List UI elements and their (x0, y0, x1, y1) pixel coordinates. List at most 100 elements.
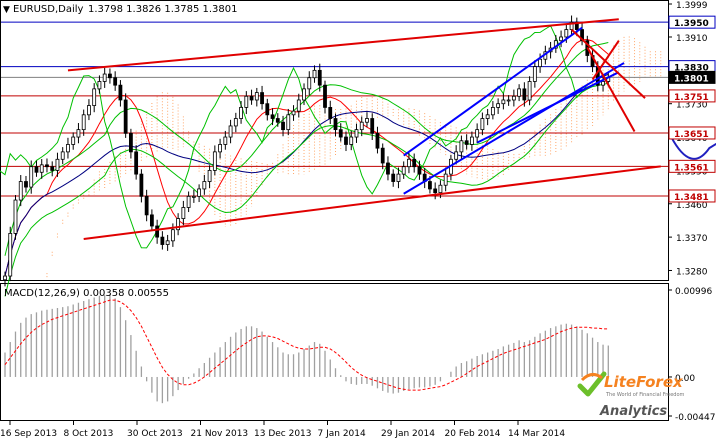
candle-body (396, 173, 401, 182)
candle-body (338, 129, 343, 138)
candle-body (265, 103, 270, 116)
candle-body (323, 84, 327, 108)
candle-body (134, 151, 139, 175)
candle-body (270, 114, 275, 119)
forecast-red-down-2 (586, 46, 636, 132)
candle-body (92, 88, 97, 106)
candle-body (302, 88, 306, 101)
price-pane-frame (0, 0, 669, 281)
candle-body (386, 162, 390, 175)
candle-body (3, 275, 7, 281)
time-tick-label: 7 Jan 2014 (318, 429, 366, 439)
forecast-arrow (670, 136, 716, 160)
candle-body (149, 214, 154, 227)
level-label: 1.3481 (674, 193, 709, 203)
logo-sub: Analytics (599, 404, 667, 419)
candle-body (254, 92, 259, 101)
blue-channel-mid (476, 71, 620, 144)
candle-body (113, 77, 118, 86)
trend-annotations (67, 18, 716, 240)
candle-body (506, 99, 511, 102)
candle-body (66, 144, 70, 153)
level-label-box (668, 89, 716, 103)
time-tick-label: 29 Jan 2014 (381, 429, 435, 439)
logo-mark-icon (577, 371, 607, 397)
tenkan-line (4, 38, 609, 277)
candle-body (438, 184, 443, 194)
macd-tick-label: 0.00996 (675, 287, 712, 297)
candle-body (475, 129, 480, 138)
candle-body (176, 218, 181, 231)
candle-body (564, 29, 569, 38)
candle-body (275, 118, 280, 123)
candle-body (197, 188, 202, 197)
level-label: 1.3830 (674, 64, 709, 74)
level-label-box (668, 70, 716, 84)
level-label-box (668, 15, 716, 29)
candle-body (428, 181, 432, 190)
candle-body (370, 118, 375, 134)
level-label-box (668, 126, 716, 140)
candle-body (417, 166, 422, 175)
lower-trendline (83, 165, 661, 240)
level-label-box (668, 159, 716, 173)
candle-body (212, 151, 217, 171)
liteforex-logo: LiteForex The World of Financial Freedom… (577, 371, 685, 419)
candle-body (29, 166, 34, 188)
time-tick-label: 8 Oct 2013 (64, 429, 114, 439)
candle-body (407, 158, 411, 168)
candle-body (349, 136, 354, 145)
candle-body (191, 195, 196, 198)
lower-band-line (4, 82, 609, 297)
candles (3, 15, 611, 287)
symbol-label: EURUSD,Daily (13, 4, 84, 15)
candle-body (155, 225, 160, 238)
candle-body (228, 125, 233, 138)
level-label: 1.3651 (674, 130, 709, 140)
candle-body (480, 118, 485, 131)
candle-body (527, 81, 532, 101)
candle-body (538, 58, 542, 68)
candle-body (97, 81, 102, 90)
time-tick-label: 21 Nov 2013 (191, 429, 249, 439)
blue-channel-upper (403, 26, 583, 157)
price-tick-label: 1.3370 (676, 234, 708, 244)
candle-body (532, 66, 537, 82)
candle-body (87, 105, 91, 116)
candle-body (249, 95, 254, 101)
macd-signal-line (4, 299, 609, 391)
logo-tagline: The World of Financial Freedom (605, 392, 685, 398)
candle-body (45, 164, 49, 168)
time-tick-label: 30 Oct 2013 (127, 429, 183, 439)
candle-body (207, 170, 212, 182)
time-tick-label: 20 Feb 2014 (445, 429, 501, 439)
candle-body (160, 236, 165, 245)
macd-label: MACD(12,26,9) 0.00358 0.00555 (4, 288, 169, 299)
candle-body (102, 73, 107, 82)
macd-series (4, 294, 609, 404)
candle-body (233, 118, 238, 127)
candle-body (459, 140, 464, 153)
candle-body (81, 114, 86, 131)
candle-body (286, 114, 291, 131)
candle-body (469, 136, 474, 145)
candle-body (464, 140, 469, 145)
candle-body (354, 129, 359, 138)
candle-body (108, 73, 112, 79)
forecast-red-up (591, 40, 620, 81)
candle-body (118, 84, 123, 101)
upper-trendline (67, 18, 619, 72)
candle-body (18, 181, 23, 201)
candle-body (281, 121, 285, 131)
candle-body (522, 88, 527, 101)
candle-body (239, 107, 243, 119)
candle-body (443, 173, 448, 186)
candle-body (144, 195, 149, 216)
candle-body (412, 158, 417, 168)
candle-body (375, 132, 380, 149)
kijun-line (4, 73, 609, 277)
candle-body (511, 95, 516, 101)
candle-body (312, 69, 317, 79)
menu-triangle-icon[interactable]: ▼ (3, 5, 10, 15)
